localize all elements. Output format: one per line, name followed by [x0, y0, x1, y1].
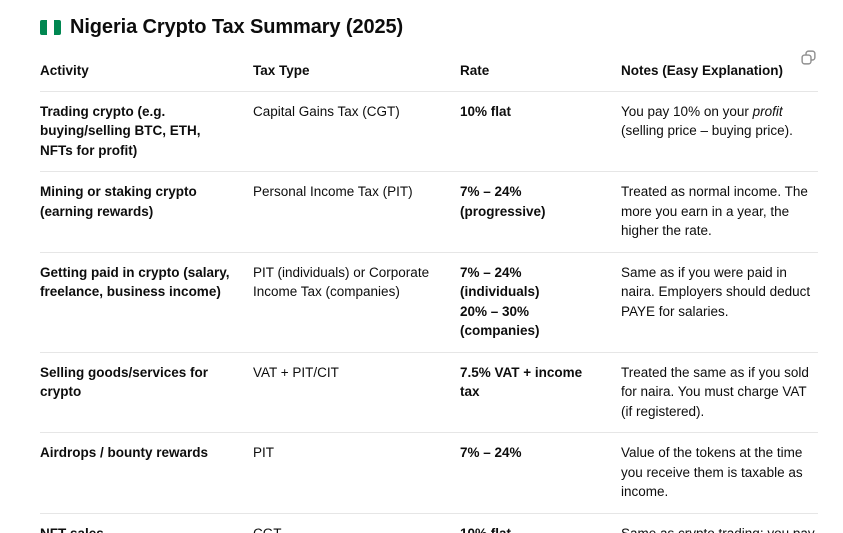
- cell-tax-type: PIT (individuals) or Corporate Income Ta…: [253, 252, 460, 353]
- table-row: Selling goods/services for crypto VAT + P…: [40, 352, 818, 433]
- tax-summary-table: Activity Tax Type Rate Notes (Easy Expla…: [40, 49, 818, 533]
- cell-rate: 7% – 24%: [460, 432, 621, 514]
- table-body: Trading crypto (e.g. buying/selling BTC,…: [40, 91, 818, 533]
- table-row: Getting paid in crypto (salary, freelanc…: [40, 252, 818, 353]
- rate-line: 20% – 30% (companies): [460, 303, 540, 339]
- cell-activity: Getting paid in crypto (salary, freelanc…: [40, 252, 253, 353]
- cell-activity: Selling goods/services for crypto: [40, 352, 253, 433]
- copy-icon: [800, 49, 816, 65]
- cell-rate: 10% flat: [460, 513, 621, 533]
- column-header-rate: Rate: [460, 49, 621, 92]
- column-header-notes: Notes (Easy Explanation): [621, 49, 818, 92]
- notes-text: Same as if you were paid in naira. Emplo…: [621, 264, 811, 319]
- cell-tax-type: Personal Income Tax (PIT): [253, 171, 460, 253]
- table-header-row: Activity Tax Type Rate Notes (Easy Expla…: [40, 49, 818, 92]
- cell-notes: Treated as normal income. The more you e…: [621, 171, 818, 253]
- table-row: Airdrops / bounty rewards PIT 7% – 24% Valu…: [40, 432, 818, 514]
- table-row: NFT sales CGT 10% flat Same as crypto tradi…: [40, 513, 818, 533]
- notes-text: (selling price – buying price).: [621, 123, 793, 138]
- rate-line: 7% – 24% (individuals): [460, 264, 540, 300]
- cell-notes: Same as if you were paid in naira. Emplo…: [621, 252, 818, 353]
- cell-rate: 10% flat: [460, 91, 621, 172]
- rate-line: 7% – 24%: [460, 445, 522, 460]
- notes-text: Value of the tokens at the time you rece…: [621, 445, 803, 499]
- rate-line: 7% – 24% (progressive): [460, 184, 546, 219]
- nigeria-flag-icon: [40, 19, 61, 35]
- cell-tax-type: Capital Gains Tax (CGT): [253, 91, 460, 172]
- copy-table-button[interactable]: [797, 46, 819, 68]
- cell-notes: You pay 10% on your profit (selling pric…: [621, 91, 818, 172]
- column-header-activity: Activity: [40, 49, 253, 92]
- page-title: Nigeria Crypto Tax Summary (2025): [40, 15, 818, 39]
- cell-rate: 7% – 24% (individuals) 20% – 30% (compani…: [460, 252, 621, 353]
- cell-activity: NFT sales: [40, 513, 253, 533]
- rate-line: 10% flat: [460, 525, 512, 533]
- page-title-text: Nigeria Crypto Tax Summary (2025): [70, 16, 404, 38]
- cell-rate: 7.5% VAT + income tax: [460, 352, 621, 433]
- cell-activity: Trading crypto (e.g. buying/selling BTC,…: [40, 91, 253, 172]
- notes-text: You pay 10% on your: [621, 103, 753, 119]
- notes-italic-text: profit: [752, 103, 783, 119]
- cell-activity: Airdrops / bounty rewards: [40, 432, 253, 514]
- notes-text: Treated the same as if you sold for nair…: [621, 364, 809, 419]
- cell-activity: Mining or staking crypto (earning reward…: [40, 171, 253, 253]
- cell-notes: Treated the same as if you sold for nair…: [621, 352, 818, 433]
- table-row: Mining or staking crypto (earning reward…: [40, 171, 818, 253]
- cell-tax-type: VAT + PIT/CIT: [253, 352, 460, 433]
- rate-line: 10% flat: [460, 103, 512, 119]
- column-header-tax-type: Tax Type: [253, 49, 460, 92]
- cell-notes: Value of the tokens at the time you rece…: [621, 432, 818, 514]
- cell-tax-type: CGT: [253, 513, 460, 533]
- cell-notes: Same as crypto trading: you pay 10% on y…: [621, 513, 818, 533]
- notes-text: Same as crypto trading: you pay 10% on y…: [621, 525, 815, 533]
- table-row: Trading crypto (e.g. buying/selling BTC,…: [40, 91, 818, 172]
- cell-rate: 7% – 24% (progressive): [460, 171, 621, 253]
- notes-text: Treated as normal income. The more you e…: [621, 184, 808, 238]
- rate-line: 7.5% VAT + income tax: [460, 364, 583, 400]
- cell-tax-type: PIT: [253, 432, 460, 514]
